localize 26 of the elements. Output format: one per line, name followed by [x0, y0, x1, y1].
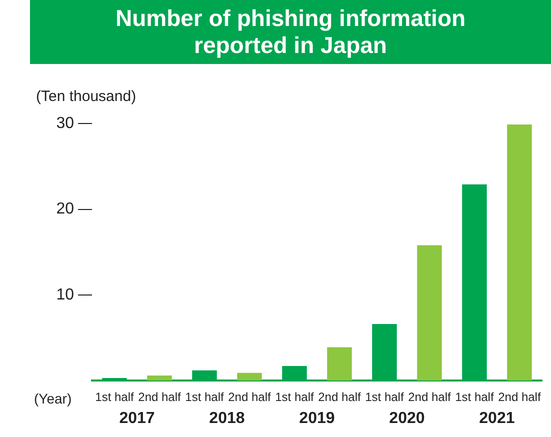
y-axis-title: (Ten thousand): [36, 88, 136, 105]
text: 2020: [389, 410, 425, 428]
x-tick-label: 1st half: [185, 390, 224, 404]
x-axis-title: (Year): [34, 390, 72, 406]
y-tick-label: 20: [56, 200, 74, 218]
bar: [147, 375, 172, 381]
bar: [417, 245, 442, 381]
x-tick-label: 1st half: [275, 390, 314, 404]
text: 2021: [479, 410, 515, 428]
text: 2017: [119, 410, 155, 428]
y-tick-label: 30: [56, 115, 74, 132]
chart-title: Number of phishing information reported in Japan: [30, 0, 551, 64]
x-tick-label: 1st half: [95, 390, 134, 404]
bar: [327, 347, 352, 381]
x-tick-label: 2nd half: [498, 390, 542, 404]
bar: [507, 124, 532, 381]
x-tick-label: 2nd half: [228, 390, 272, 404]
x-tick-label: 2nd half: [138, 390, 182, 404]
text: 2019: [299, 410, 335, 428]
x-tick-label: 2nd half: [318, 390, 362, 404]
x-tick-label: 1st half: [455, 390, 494, 404]
bar: [237, 372, 262, 381]
text: 2018: [209, 410, 245, 428]
y-tick-label: 10: [56, 286, 74, 304]
x-tick-label: 1st half: [365, 390, 404, 404]
x-tick-label: 2nd half: [408, 390, 452, 404]
